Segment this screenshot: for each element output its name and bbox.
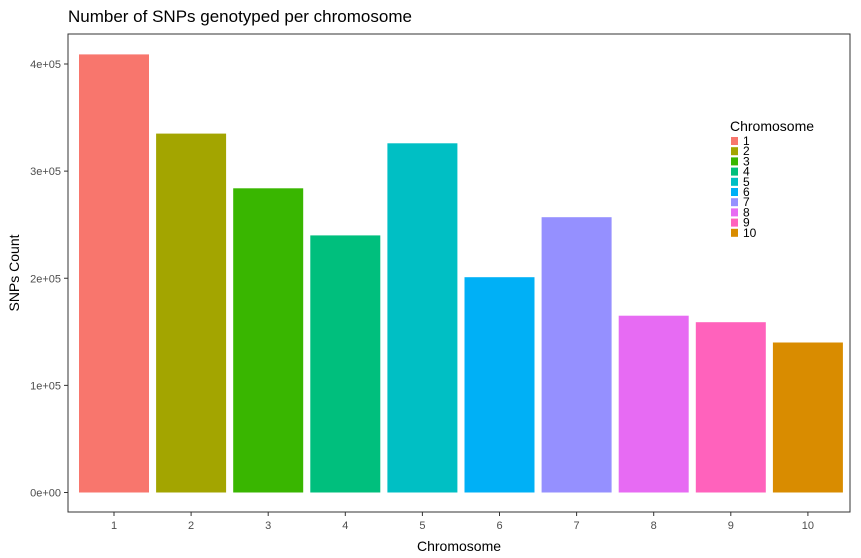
legend-label-10: 10 — [743, 226, 757, 240]
legend-key-2 — [731, 147, 738, 156]
x-tick-label: 4 — [342, 520, 348, 532]
bar-chromosome-10 — [772, 342, 843, 493]
x-tick-label: 3 — [265, 520, 271, 532]
legend-key-4 — [731, 167, 738, 176]
bar-chromosome-8 — [618, 315, 689, 493]
x-tick-label: 8 — [651, 520, 657, 532]
legend-label-9: 9 — [743, 216, 750, 230]
x-tick-label: 10 — [802, 520, 814, 532]
legend-key-7 — [731, 198, 738, 207]
legend-key-1 — [731, 137, 738, 145]
bar-chromosome-7 — [541, 217, 612, 493]
y-tick-label: 1e+05 — [30, 380, 61, 392]
bar-chromosome-2 — [156, 133, 227, 493]
x-axis: 1 2 3 4 5 6 7 8 9 10 — [111, 512, 814, 532]
y-axis: 0e+00 1e+05 2e+05 3e+05 4e+05 — [30, 59, 68, 500]
legend-label-8: 8 — [743, 205, 750, 219]
x-tick-label: 2 — [188, 520, 194, 532]
chart-title: Number of SNPs genotyped per chromosome — [68, 7, 412, 26]
legend-label-2: 2 — [743, 144, 750, 158]
legend-label-3: 3 — [743, 154, 750, 168]
y-tick-label: 4e+05 — [30, 59, 61, 71]
legend-label-7: 7 — [743, 195, 750, 209]
legend-label-1: 1 — [743, 134, 750, 148]
y-tick-label: 3e+05 — [30, 166, 61, 178]
y-tick-label: 0e+00 — [30, 488, 61, 500]
x-tick-label: 6 — [496, 520, 502, 532]
x-tick-label: 1 — [111, 520, 117, 532]
bar-chromosome-6 — [464, 277, 535, 493]
legend-key-5 — [731, 177, 738, 186]
bar-chromosome-9 — [695, 322, 766, 493]
bar-chromosome-4 — [310, 235, 381, 493]
bar-chromosome-1 — [79, 54, 149, 493]
legend-label-4: 4 — [743, 165, 750, 179]
bar-chromosome-5 — [387, 143, 458, 493]
x-axis-title: Chromosome — [417, 538, 501, 554]
bar-group — [79, 54, 843, 493]
legend-label-5: 5 — [743, 175, 750, 189]
bar-chromosome-3 — [233, 188, 304, 493]
legend-key-9 — [731, 218, 738, 227]
legend-key-8 — [731, 208, 738, 217]
y-axis-title: SNPs Count — [6, 234, 22, 311]
x-tick-label: 5 — [419, 520, 425, 532]
legend-key-10 — [731, 228, 738, 237]
x-tick-label: 9 — [728, 520, 734, 532]
legend-key-3 — [731, 157, 738, 166]
legend-label-6: 6 — [743, 185, 750, 199]
legend-key-6 — [731, 188, 738, 196]
y-tick-label: 2e+05 — [30, 273, 61, 285]
legend-title: Chromosome — [730, 118, 814, 134]
x-tick-label: 7 — [574, 520, 580, 532]
